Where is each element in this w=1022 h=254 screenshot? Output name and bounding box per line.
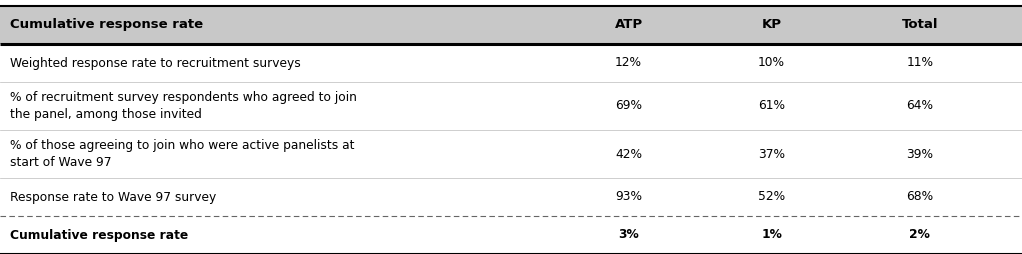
Text: 3%: 3%	[618, 229, 639, 242]
Text: 10%: 10%	[758, 56, 785, 70]
Text: 61%: 61%	[758, 100, 785, 113]
Text: the panel, among those invited: the panel, among those invited	[10, 108, 202, 121]
Text: 2%: 2%	[910, 229, 930, 242]
Text: 64%: 64%	[907, 100, 933, 113]
Text: KP: KP	[761, 19, 782, 31]
Text: % of those agreeing to join who were active panelists at: % of those agreeing to join who were act…	[10, 139, 355, 152]
Text: 12%: 12%	[615, 56, 642, 70]
Text: 37%: 37%	[758, 148, 785, 161]
Text: 68%: 68%	[907, 190, 933, 203]
Text: 42%: 42%	[615, 148, 642, 161]
Bar	[0, 6, 1022, 44]
Text: Response rate to Wave 97 survey: Response rate to Wave 97 survey	[10, 190, 217, 203]
Text: 69%: 69%	[615, 100, 642, 113]
Text: Cumulative response rate: Cumulative response rate	[10, 19, 203, 31]
Text: Weighted response rate to recruitment surveys: Weighted response rate to recruitment su…	[10, 56, 300, 70]
Text: start of Wave 97: start of Wave 97	[10, 156, 111, 169]
Text: Total: Total	[901, 19, 938, 31]
Text: 52%: 52%	[758, 190, 785, 203]
Text: 39%: 39%	[907, 148, 933, 161]
Text: % of recruitment survey respondents who agreed to join: % of recruitment survey respondents who …	[10, 91, 357, 104]
Text: 93%: 93%	[615, 190, 642, 203]
Text: 1%: 1%	[761, 229, 782, 242]
Text: 11%: 11%	[907, 56, 933, 70]
Text: ATP: ATP	[614, 19, 643, 31]
Text: Cumulative response rate: Cumulative response rate	[10, 229, 188, 242]
